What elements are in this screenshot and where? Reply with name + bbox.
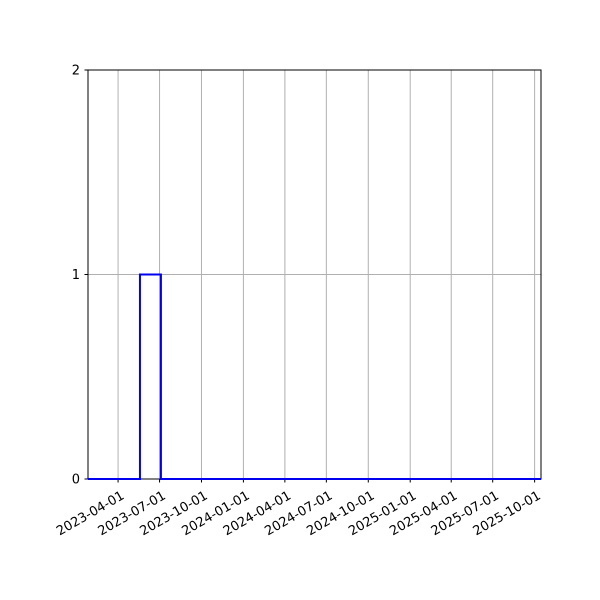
y-tick-label: 0: [72, 473, 80, 488]
histogram-step-line: [88, 273, 541, 480]
y-tick-label: 2: [72, 64, 80, 79]
y-tick-label: 1: [72, 268, 80, 283]
